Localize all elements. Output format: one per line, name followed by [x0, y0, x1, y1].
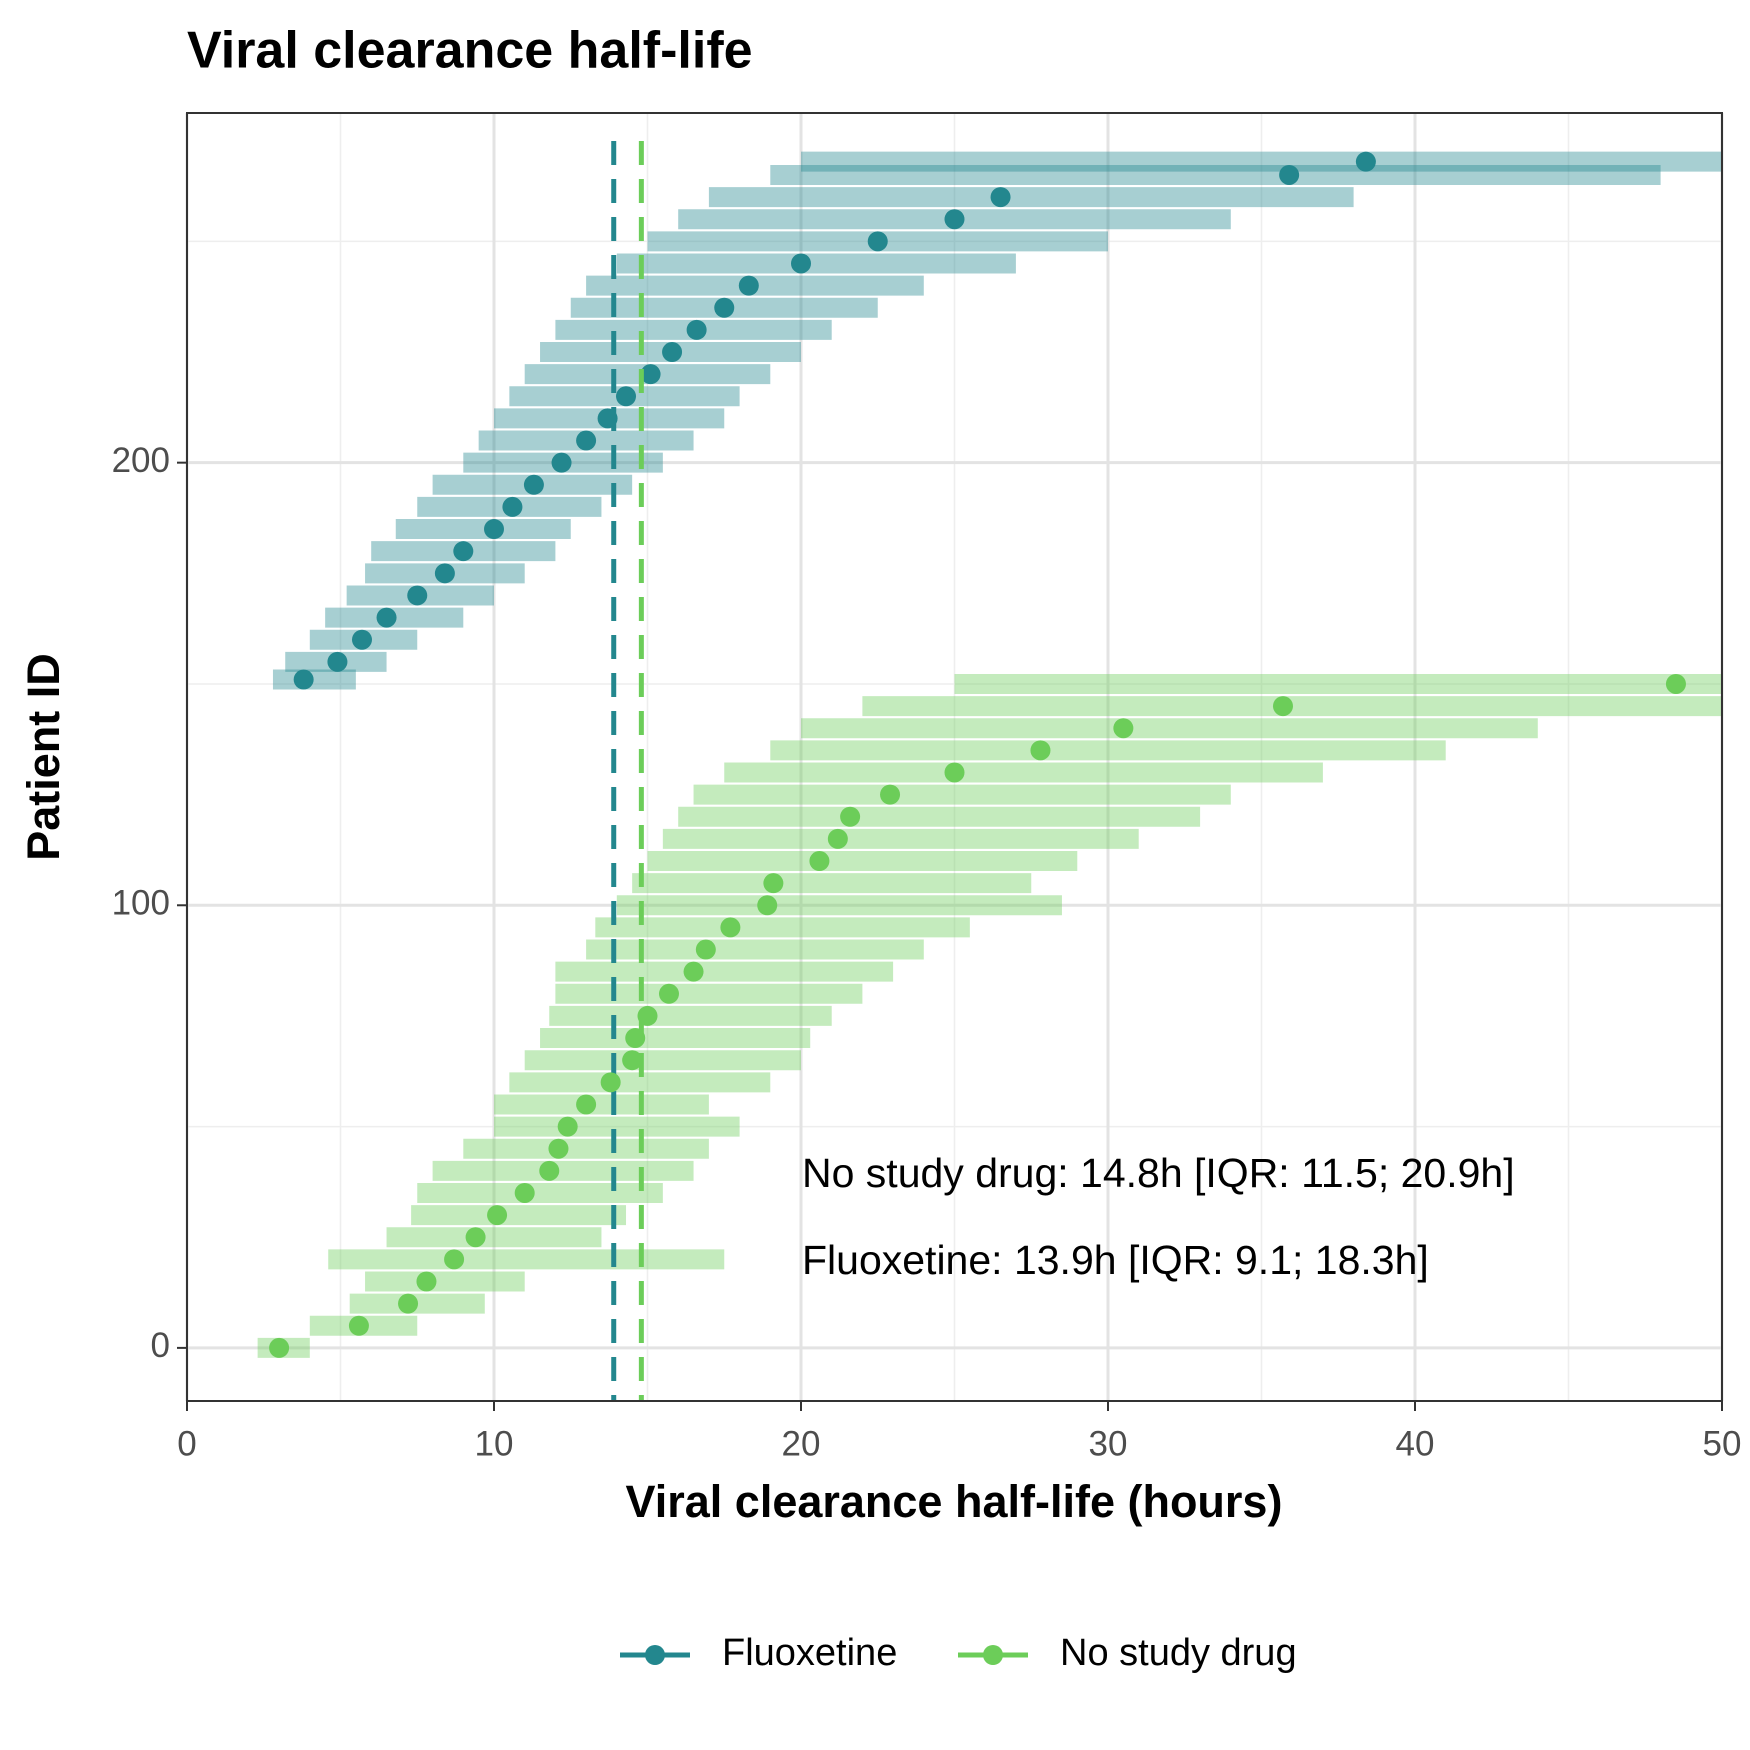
- point: [551, 452, 572, 473]
- point: [465, 1227, 486, 1248]
- point: [616, 386, 637, 407]
- point: [683, 961, 704, 982]
- y-tick-label: 200: [112, 441, 170, 480]
- point: [293, 669, 314, 690]
- point: [840, 806, 861, 827]
- legend-key: [983, 1645, 1003, 1665]
- point: [944, 209, 965, 230]
- x-tick-label: 0: [177, 1424, 196, 1463]
- point: [686, 319, 707, 340]
- point: [944, 762, 965, 783]
- point: [576, 1094, 597, 1115]
- point: [720, 917, 741, 938]
- point: [625, 1028, 646, 1049]
- x-tick-label: 10: [475, 1424, 514, 1463]
- point: [453, 541, 474, 562]
- point: [1665, 673, 1686, 694]
- point: [640, 364, 661, 385]
- point: [757, 895, 778, 916]
- point: [880, 784, 901, 805]
- point: [867, 231, 888, 252]
- point: [557, 1116, 578, 1137]
- point: [738, 275, 759, 296]
- annotation: Fluoxetine: 13.9h [IQR: 9.1; 18.3h]: [802, 1237, 1429, 1283]
- point: [376, 607, 397, 628]
- point: [827, 828, 848, 849]
- point: [548, 1138, 569, 1159]
- annotation: No study drug: 14.8h [IQR: 11.5; 20.9h]: [802, 1150, 1515, 1196]
- axes: 0 10 20 30 40 50 0 100 200: [112, 441, 1742, 1463]
- x-tick-label: 40: [1396, 1424, 1435, 1463]
- plot-area: [257, 141, 1722, 1401]
- point: [791, 253, 811, 274]
- point: [1355, 151, 1376, 172]
- point: [695, 939, 716, 960]
- point: [622, 1050, 643, 1071]
- x-tick-label: 20: [782, 1424, 821, 1463]
- point: [487, 1205, 508, 1226]
- point: [539, 1160, 560, 1181]
- point: [514, 1182, 535, 1203]
- point: [523, 474, 544, 495]
- point: [662, 342, 683, 363]
- point: [502, 496, 523, 517]
- point: [348, 1315, 369, 1336]
- point: [597, 408, 618, 429]
- point: [1279, 164, 1300, 185]
- y-axis-title: Patient ID: [18, 653, 69, 861]
- chart-title: Viral clearance half-life: [187, 22, 753, 80]
- point: [327, 651, 348, 672]
- point: [1113, 718, 1134, 739]
- point: [600, 1072, 621, 1093]
- point: [398, 1293, 419, 1314]
- point: [269, 1337, 290, 1358]
- point: [1030, 740, 1051, 761]
- point: [407, 585, 428, 606]
- point: [637, 1005, 658, 1026]
- point: [763, 873, 784, 894]
- x-tick-label: 30: [1089, 1424, 1128, 1463]
- plot-border: [186, 112, 1723, 1402]
- legend-label: No study drug: [1060, 1632, 1297, 1674]
- x-axis-title: Viral clearance half-life (hours): [626, 1476, 1283, 1527]
- y-tick-label: 100: [112, 884, 170, 923]
- point: [484, 519, 504, 540]
- point: [714, 297, 735, 318]
- point: [444, 1249, 465, 1270]
- legend-label: Fluoxetine: [722, 1632, 897, 1674]
- y-tick-label: 0: [151, 1326, 170, 1365]
- point: [351, 629, 372, 650]
- legend: Fluoxetine No study drug: [620, 1632, 1297, 1674]
- point: [658, 983, 679, 1004]
- point: [434, 563, 455, 584]
- legend-key: [645, 1645, 665, 1665]
- point: [809, 851, 830, 872]
- point: [990, 187, 1011, 208]
- x-tick-label: 50: [1703, 1424, 1742, 1463]
- point: [1272, 696, 1293, 717]
- point: [416, 1271, 437, 1292]
- point: [576, 430, 597, 451]
